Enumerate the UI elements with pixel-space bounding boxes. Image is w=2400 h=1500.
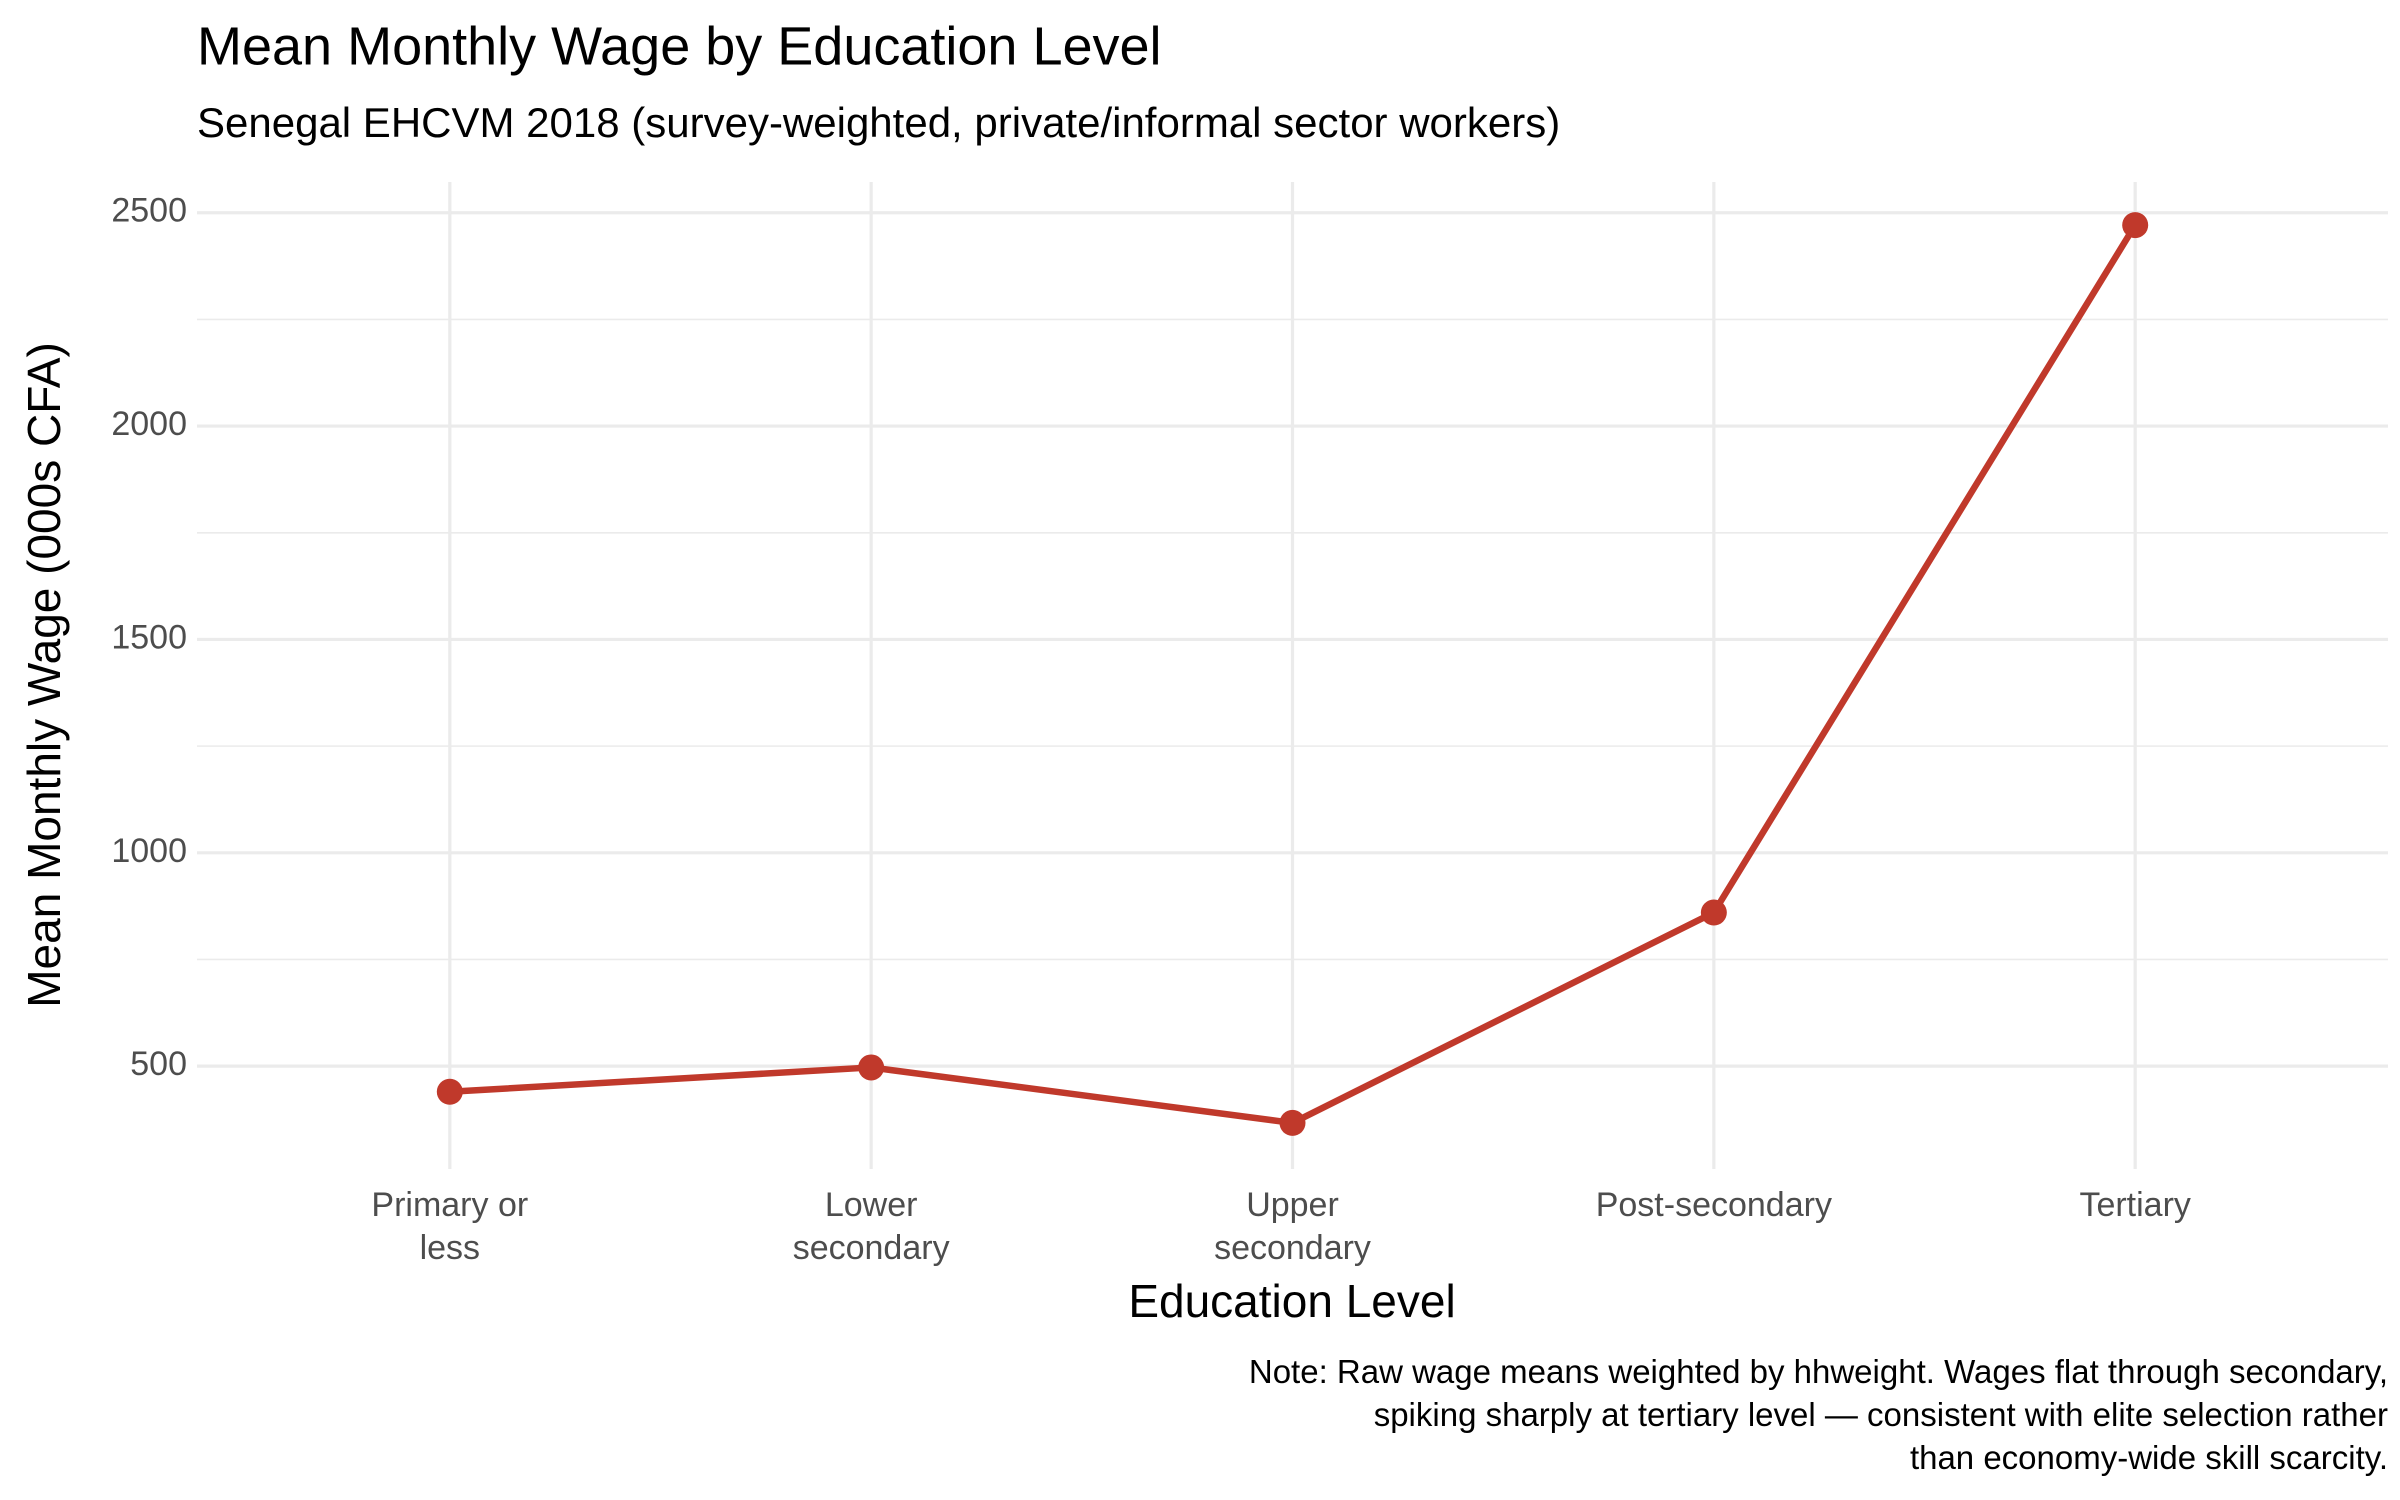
data-point [2122, 212, 2149, 239]
chart-title: Mean Monthly Wage by Education Level [197, 16, 1162, 76]
y-tick-label: 500 [130, 1045, 187, 1083]
x-tick-label: Upper secondary [1214, 1186, 1371, 1267]
x-tick-label: Post-secondary [1595, 1186, 1832, 1224]
x-tick-label: Lower secondary [792, 1186, 950, 1267]
y-tick-label: 1000 [111, 832, 187, 870]
y-tick-label: 2000 [111, 405, 187, 443]
data-point [858, 1054, 885, 1081]
x-tick-label: Tertiary [2079, 1186, 2191, 1224]
y-axis-title: Mean Monthly Wage (000s CFA) [18, 342, 70, 1008]
chart-note: Note: Raw wage means weighted by hhweigh… [1248, 1353, 2388, 1476]
x-tick-label: Primary or less [371, 1186, 529, 1267]
chart-subtitle: Senegal EHCVM 2018 (survey-weighted, pri… [197, 99, 1560, 146]
data-point [1279, 1109, 1306, 1136]
y-tick-label: 2500 [111, 192, 187, 230]
data-point [436, 1078, 463, 1105]
x-axis-title: Education Level [1128, 1275, 1455, 1327]
y-tick-label: 1500 [111, 618, 187, 656]
data-point [1700, 899, 1727, 926]
